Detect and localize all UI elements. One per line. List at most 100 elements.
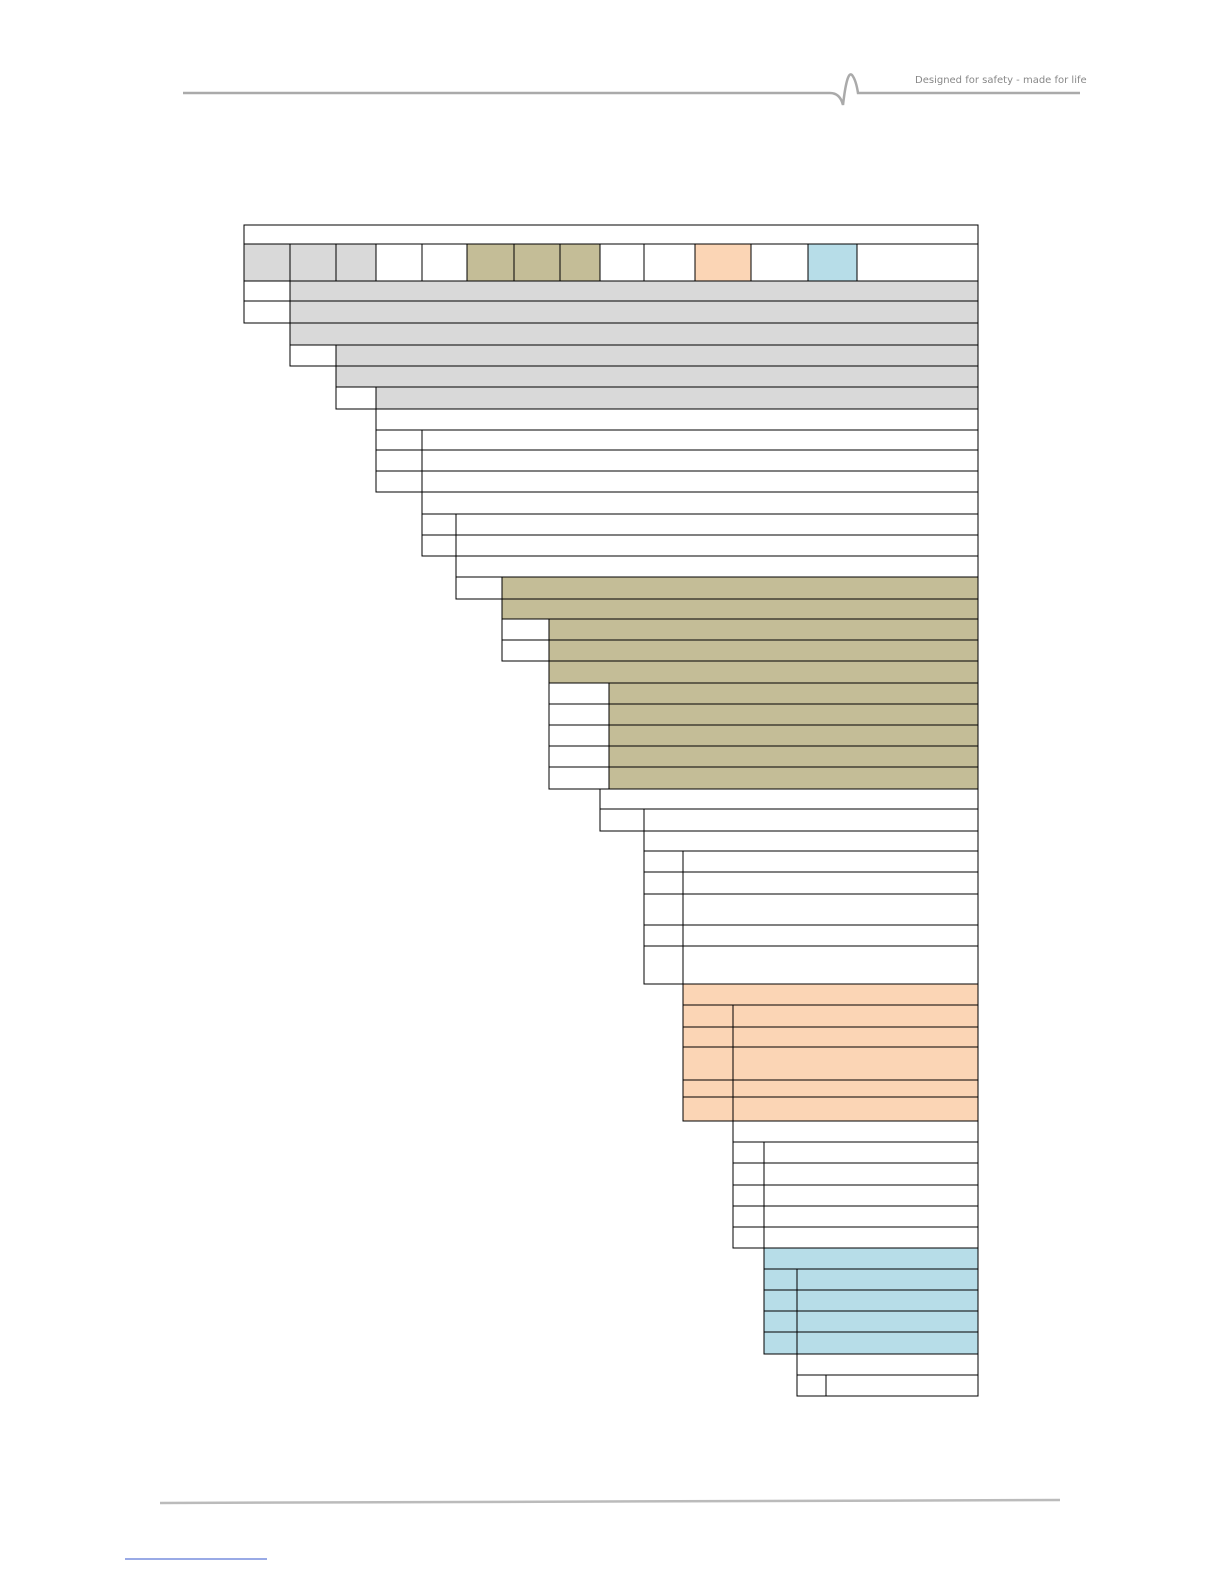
- table-cell: [548, 766, 610, 790]
- header-cell: [559, 243, 601, 282]
- header-cell: [807, 243, 858, 282]
- header-rule: [183, 73, 1080, 106]
- table-cell: [421, 491, 979, 515]
- table-cell: [763, 1268, 798, 1291]
- table-cell: [763, 1310, 798, 1333]
- table-cell: [289, 322, 979, 346]
- table-cell: [732, 1141, 765, 1164]
- table-cell: [763, 1162, 979, 1186]
- table-cell: [548, 724, 610, 747]
- table-cell: [599, 808, 645, 832]
- table-cell: [335, 344, 979, 367]
- header-cell: [599, 243, 645, 282]
- table-cell: [375, 429, 423, 451]
- table-cell: [732, 1226, 765, 1249]
- header-tagline: Designed for safety - made for life: [915, 75, 1087, 86]
- header-cell: [750, 243, 809, 282]
- table-cell: [548, 682, 610, 705]
- table-cell: [608, 682, 979, 705]
- table-cell: [643, 893, 684, 926]
- table-cell: [732, 1026, 979, 1048]
- table-cell: [796, 1268, 979, 1291]
- header-cell: [335, 243, 377, 282]
- table-cell: [682, 1096, 734, 1122]
- header-cell: [243, 243, 291, 282]
- header-cell: [289, 243, 337, 282]
- table-cell: [682, 1046, 734, 1081]
- table-cell: [548, 703, 610, 726]
- table-cell: [682, 1026, 734, 1048]
- table-cell: [732, 1096, 979, 1122]
- table-cell: [599, 788, 979, 810]
- table-cell: [421, 513, 457, 536]
- table-cell: [682, 924, 979, 947]
- table-cell: [732, 1079, 979, 1098]
- table-cell: [643, 945, 684, 985]
- table-cell: [643, 808, 979, 832]
- table-cell: [335, 386, 377, 410]
- table-cell: [501, 618, 550, 641]
- table-cell: [455, 513, 979, 536]
- table-cell: [548, 745, 610, 768]
- table-cell: [375, 386, 979, 410]
- table-cell: [643, 830, 979, 852]
- header-cell: [513, 243, 561, 282]
- header-cell: [421, 243, 468, 282]
- table-cell: [763, 1331, 798, 1355]
- table-cell: [608, 766, 979, 790]
- table-cell: [682, 1004, 734, 1028]
- table-cell: [548, 639, 979, 662]
- table-cell: [421, 429, 979, 451]
- table-cell: [501, 598, 979, 620]
- table-cell: [243, 280, 291, 302]
- table-cell: [763, 1247, 979, 1270]
- table-cell: [548, 618, 979, 641]
- table-cell: [289, 344, 337, 367]
- table-cell: [682, 983, 979, 1006]
- table-cell: [682, 850, 979, 873]
- table-cell: [732, 1184, 765, 1207]
- table-cell: [289, 280, 979, 302]
- table-cell: [682, 871, 979, 895]
- table-cell: [732, 1205, 765, 1228]
- table-cell: [421, 534, 457, 557]
- table-cell: [501, 639, 550, 662]
- table-cell: [732, 1162, 765, 1186]
- table-cell: [763, 1141, 979, 1164]
- table-cell: [763, 1226, 979, 1249]
- table-cell: [608, 724, 979, 747]
- table-cell: [796, 1374, 827, 1397]
- table-cell: [682, 893, 979, 926]
- table-cell: [682, 945, 979, 985]
- table-cell: [421, 449, 979, 472]
- table-cell: [335, 365, 979, 388]
- table-cell: [796, 1353, 979, 1376]
- table-cell: [608, 745, 979, 768]
- table-cell: [643, 871, 684, 895]
- table-cell: [796, 1289, 979, 1312]
- table-cell: [796, 1331, 979, 1355]
- table-cell: [732, 1046, 979, 1081]
- table: [243, 224, 979, 1397]
- table-cell: [455, 576, 503, 600]
- header-cell: [856, 243, 979, 282]
- table-cell: [375, 449, 423, 472]
- table-cell: [763, 1289, 798, 1312]
- header-cell: [694, 243, 752, 282]
- table-cell: [643, 850, 684, 873]
- table-cell: [421, 470, 979, 493]
- footer-rule: [159, 1498, 1061, 1505]
- header-cell: [643, 243, 696, 282]
- table-cell: [732, 1004, 979, 1028]
- table-cell: [501, 576, 979, 600]
- table-cell: [608, 703, 979, 726]
- table-cell: [455, 555, 979, 578]
- table-cell: [682, 1079, 734, 1098]
- table-cell: [548, 660, 979, 684]
- table-cell: [825, 1374, 979, 1397]
- table-cell: [455, 534, 979, 557]
- header-cell: [375, 243, 423, 282]
- table-cell: [243, 224, 979, 245]
